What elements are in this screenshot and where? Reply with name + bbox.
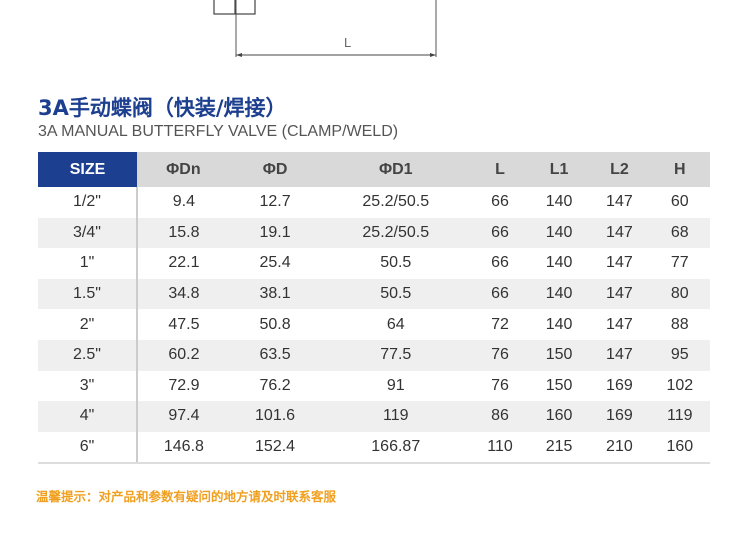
table-cell: 119: [649, 401, 710, 432]
table-cell: 77.5: [320, 339, 472, 371]
table-cell: 22.1: [168, 254, 200, 272]
table-cell: 1": [38, 248, 138, 279]
table-cell: 47.5: [168, 315, 200, 333]
table-cell: 1.5": [38, 278, 138, 310]
table-cell: 1/2": [38, 187, 138, 218]
table-cell: 140: [545, 254, 573, 272]
table-cell: 66: [491, 193, 509, 211]
table-cell: 147: [589, 339, 650, 371]
table-cell: 25.2/50.5: [362, 193, 430, 211]
table-row: 2.5" 60.2 63.5 77.5 76 150 147 95: [38, 339, 710, 371]
table-cell: 72: [491, 315, 509, 333]
table-cell: 66: [471, 278, 529, 310]
table-row: 2" 47.5 50.8 64 72 140 147 88: [38, 309, 710, 340]
table-cell: 88: [670, 315, 689, 333]
table-cell: 50.8: [259, 315, 291, 333]
table-cell: 102: [666, 376, 694, 394]
table-cell: 19.1: [229, 217, 321, 249]
table-cell: 80: [649, 278, 710, 310]
table-cell: 140: [545, 315, 573, 333]
table-cell: 3/4": [38, 217, 138, 249]
table-cell: 63.5: [229, 339, 321, 371]
table-row: 4" 97.4 101.6 119 86 160 169 119: [38, 401, 710, 432]
column-header: H: [649, 152, 710, 187]
table-cell: 66: [491, 254, 509, 272]
table-cell: 76: [471, 339, 529, 371]
table-cell: 166.87: [320, 431, 472, 465]
page-subtitle: 3A MANUAL BUTTERFLY VALVE (CLAMP/WELD): [38, 123, 399, 140]
table-row: 6" 146.8 152.4 166.87 110 215 210 160: [38, 431, 710, 465]
table-cell: 12.7: [259, 193, 291, 211]
table-cell: 60.2: [137, 339, 230, 371]
column-header: SIZE: [38, 152, 137, 187]
page-title: 3A手动蝶阀（快装/焊接）: [38, 96, 287, 120]
table-cell: 25.4: [259, 254, 291, 272]
table-row: 1/2" 9.4 12.7 25.2/50.5 66 140 147 60: [38, 187, 710, 218]
table-cell: 147: [606, 193, 633, 211]
table-cell: 76: [491, 376, 509, 394]
table-cell: 119: [320, 401, 472, 432]
table-cell: 2": [38, 309, 138, 340]
table-row: 3" 72.9 76.2 91 76 150 169 102: [38, 370, 710, 402]
table-cell: 169: [589, 401, 650, 432]
table-cell: 97.4: [137, 401, 230, 432]
column-header: L: [471, 152, 529, 187]
table-cell: 91: [386, 376, 405, 394]
dimension-label: L: [344, 35, 351, 50]
table-cell: 150: [528, 339, 590, 371]
column-header: ΦD1: [320, 152, 472, 187]
table-cell: 68: [649, 217, 710, 249]
table-cell: 147: [606, 254, 633, 272]
table-cell: 2.5": [38, 339, 138, 371]
table-row: 1.5" 34.8 38.1 50.5 66 140 147 80: [38, 278, 710, 310]
table-cell: 215: [528, 431, 590, 465]
table-cell: 147: [589, 217, 650, 249]
table-cell: 9.4: [172, 193, 196, 211]
table-row: 3/4" 15.8 19.1 25.2/50.5 66 140 147 68: [38, 217, 710, 249]
table-cell: 152.4: [229, 431, 321, 465]
table-cell: 25.2/50.5: [320, 217, 472, 249]
table-cell: 72.9: [168, 376, 200, 394]
table-cell: 38.1: [229, 278, 321, 310]
tip-note: 温馨提示：对产品和参数有疑问的地方请及时联系客服: [36, 489, 337, 504]
table-cell: 140: [545, 193, 573, 211]
table-cell: 6": [38, 431, 138, 465]
column-header: ΦD: [229, 152, 321, 187]
table-cell: 77: [670, 254, 689, 272]
table-cell: 147: [589, 278, 650, 310]
table-cell: 15.8: [137, 217, 230, 249]
table-cell: 160: [528, 401, 590, 432]
valve-dimension-drawing: L: [213, 0, 437, 57]
table-cell: 150: [545, 376, 573, 394]
table-cell: 146.8: [137, 431, 230, 465]
column-header: L1: [528, 152, 590, 187]
spec-table: SIZE ΦDn ΦD ΦD1 L L1 L2 H 1/2" 9.4 12.7 25.2/50.5 6…: [38, 152, 710, 465]
table-cell: 4": [38, 401, 138, 432]
table-cell: 101.6: [229, 401, 321, 432]
table-cell: 210: [589, 431, 650, 465]
table-cell: 86: [471, 401, 529, 432]
table-cell: 140: [528, 278, 590, 310]
table-cell: 50.5: [320, 278, 472, 310]
table-header-row: SIZE ΦDn ΦD ΦD1 L L1 L2 H: [38, 152, 710, 187]
table-cell: 3": [38, 370, 138, 402]
column-header: L2: [589, 152, 650, 187]
table-cell: 147: [606, 315, 633, 333]
table-cell: 140: [528, 217, 590, 249]
table-cell: 50.5: [380, 254, 412, 272]
table-cell: 64: [386, 315, 405, 333]
table-cell: 160: [649, 431, 710, 465]
table-cell: 60: [670, 193, 689, 211]
table-cell: 76.2: [259, 376, 291, 394]
table-cell: 34.8: [137, 278, 230, 310]
table-cell: 110: [471, 431, 529, 465]
table-cell: 66: [471, 217, 529, 249]
table-row: 1" 22.1 25.4 50.5 66 140 147 77: [38, 248, 710, 279]
column-header: ΦDn: [137, 152, 230, 187]
table-cell: 169: [606, 376, 633, 394]
table-cell: 95: [649, 339, 710, 371]
